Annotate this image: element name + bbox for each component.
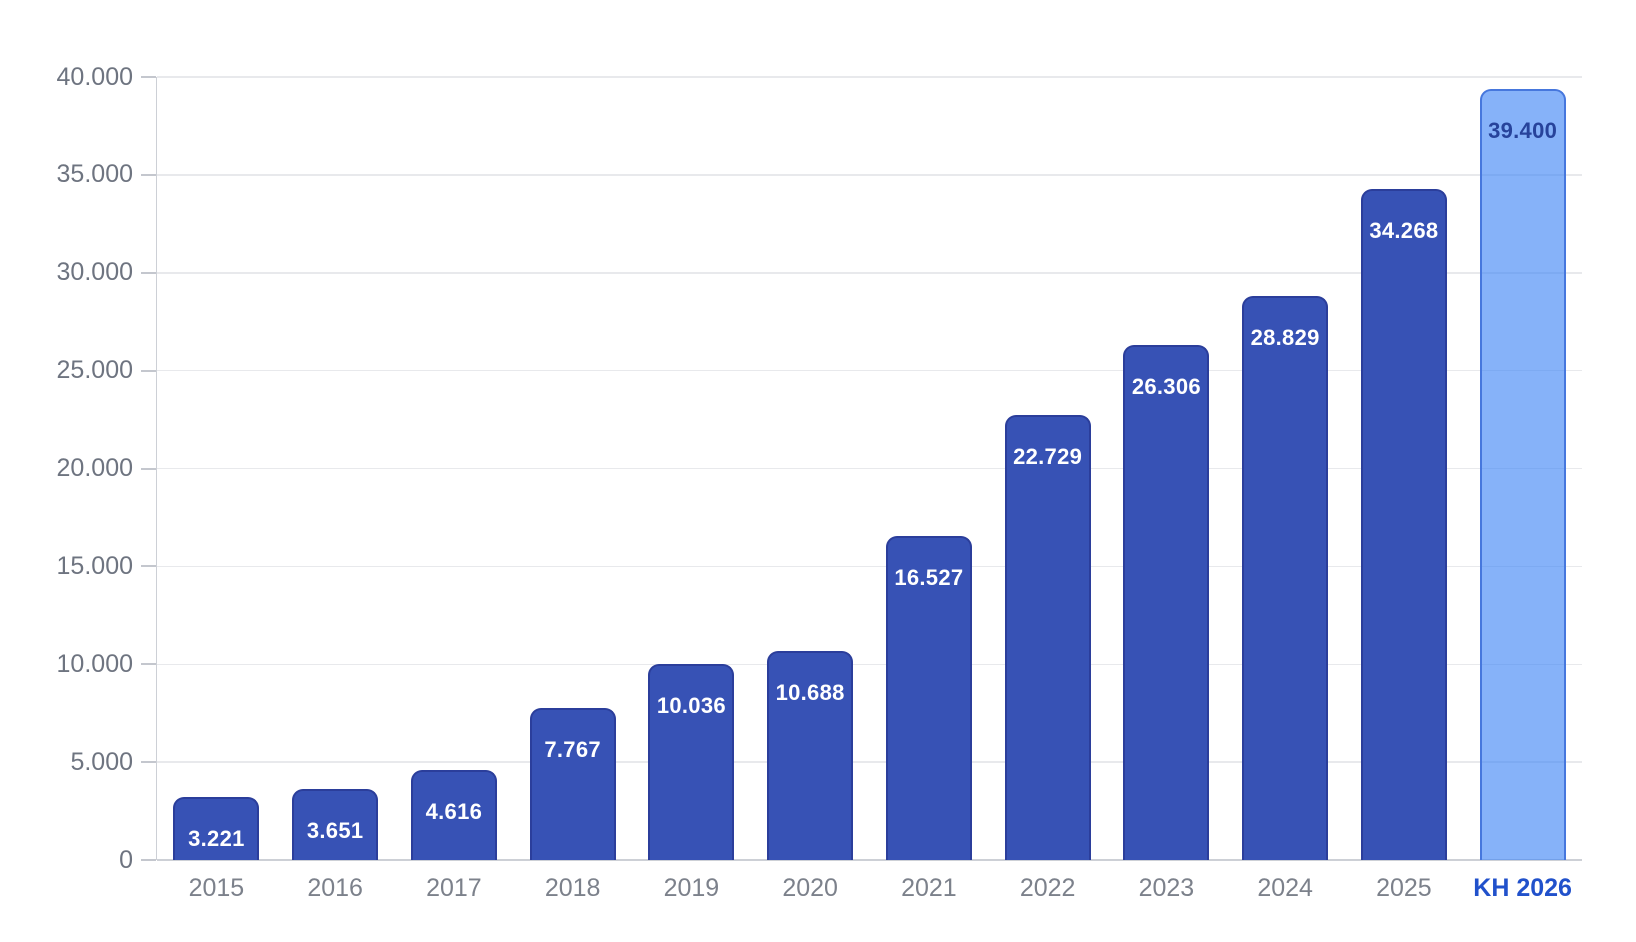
bar-value-label: 3.651 xyxy=(306,817,364,843)
bar-kh-2026: 39.400 xyxy=(1479,88,1566,860)
gridline xyxy=(157,663,1582,665)
bar-value-label: 7.767 xyxy=(544,736,601,762)
x-axis-label-2016: 2016 xyxy=(307,874,363,902)
y-axis-tick-label: 0 xyxy=(119,845,133,874)
y-axis-tick xyxy=(141,173,156,176)
bar-2022: 22.729 xyxy=(1004,415,1091,860)
bar-value-label: 16.527 xyxy=(894,565,964,591)
y-axis-tick-label: 15.000 xyxy=(56,551,133,580)
bar-value-label: 28.829 xyxy=(1250,324,1320,350)
bar-value-label: 22.729 xyxy=(1013,444,1083,470)
x-axis-label-2015: 2015 xyxy=(188,874,245,902)
bar-2016: 3.651 xyxy=(292,788,379,860)
y-axis-tick xyxy=(141,761,156,764)
bar-value-label: 10.688 xyxy=(775,679,845,705)
bar-2018: 7.767 xyxy=(529,707,616,860)
x-axis-label-2021: 2021 xyxy=(901,874,957,902)
y-axis-tick xyxy=(141,271,156,274)
y-axis-tick xyxy=(141,663,156,666)
x-axis-label-2022: 2022 xyxy=(1019,874,1076,902)
x-axis-label-2020: 2020 xyxy=(782,874,838,902)
y-axis-tick xyxy=(141,467,156,470)
bar-value-label: 26.306 xyxy=(1131,374,1201,400)
bar-2023: 26.306 xyxy=(1123,345,1210,860)
bar-2021: 16.527 xyxy=(885,536,972,860)
x-axis-label-2024: 2024 xyxy=(1257,874,1313,902)
y-axis-tick-label: 35.000 xyxy=(56,160,133,189)
gridline xyxy=(157,76,1582,78)
bar-2019: 10.036 xyxy=(648,663,735,860)
x-axis-label-2025: 2025 xyxy=(1376,874,1432,902)
bar-value-label: 10.036 xyxy=(656,692,726,718)
x-axis-line xyxy=(157,859,1582,861)
y-axis-tick xyxy=(141,565,156,568)
bar-2017: 4.616 xyxy=(410,769,497,860)
gridline xyxy=(157,761,1582,763)
bar-value-label: 3.221 xyxy=(188,825,245,851)
y-axis-tick-label: 20.000 xyxy=(56,454,133,482)
y-axis-tick xyxy=(141,859,156,861)
y-axis-tick-label: 40.000 xyxy=(56,62,133,91)
y-axis-tick xyxy=(141,76,156,78)
bar-2020: 10.688 xyxy=(767,650,854,860)
y-axis-tick-label: 30.000 xyxy=(56,258,133,287)
gridline xyxy=(157,369,1582,372)
gridline xyxy=(157,467,1582,470)
bar-2024: 28.829 xyxy=(1242,295,1329,860)
x-axis-label-2017: 2017 xyxy=(426,874,482,902)
y-axis-tick xyxy=(141,369,156,372)
bar-value-label: 39.400 xyxy=(1488,117,1558,143)
gridline xyxy=(157,174,1582,176)
bar-2025: 34.268 xyxy=(1360,189,1447,860)
x-axis-label-2018: 2018 xyxy=(544,874,601,902)
y-axis-tick-label: 25.000 xyxy=(56,356,133,385)
x-axis-label-2019: 2019 xyxy=(663,874,720,902)
x-axis-label-kh-2026: KH 2026 xyxy=(1473,874,1572,902)
bar-2015: 3.221 xyxy=(173,796,260,860)
bar-value-label: 34.268 xyxy=(1369,218,1439,244)
y-axis-tick-label: 10.000 xyxy=(56,649,133,678)
y-axis-line xyxy=(155,77,157,860)
y-axis-tick-label: 5.000 xyxy=(70,747,133,776)
bar-value-label: 4.616 xyxy=(425,798,483,824)
gridline xyxy=(157,272,1582,274)
x-axis-label-2023: 2023 xyxy=(1138,874,1195,902)
gridline xyxy=(157,565,1582,568)
